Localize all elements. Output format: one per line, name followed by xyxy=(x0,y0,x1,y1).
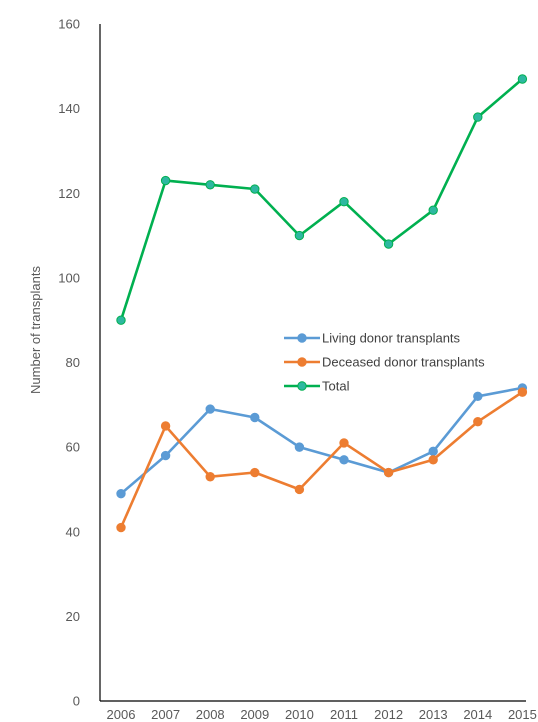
series-line xyxy=(119,391,524,529)
x-tick-label: 2011 xyxy=(330,707,358,722)
y-tick-label: 20 xyxy=(66,609,80,624)
legend-item: Living donor transplants xyxy=(284,331,461,346)
data-point xyxy=(339,197,349,207)
x-tick-label: 2013 xyxy=(419,707,448,722)
data-point xyxy=(383,467,394,478)
legend-label: Deceased donor transplants xyxy=(322,355,485,370)
data-point xyxy=(205,404,215,414)
data-point xyxy=(428,205,438,215)
data-point xyxy=(205,472,215,482)
legend-marker xyxy=(297,357,307,367)
legend-label: Living donor transplants xyxy=(322,331,461,346)
data-point xyxy=(294,230,305,241)
data-point xyxy=(160,421,171,431)
series-line xyxy=(119,78,524,321)
x-axis: 2006 2007 2008 2009 2010 2011 2012 2013 2014 2015 xyxy=(100,700,537,722)
data-point xyxy=(116,315,126,325)
data-point xyxy=(428,455,438,465)
data-point xyxy=(250,184,260,194)
series-1 xyxy=(116,387,528,533)
series-lines xyxy=(116,74,528,533)
data-point xyxy=(250,467,260,478)
series-2 xyxy=(116,74,528,325)
y-tick-label: 140 xyxy=(58,101,80,116)
data-point xyxy=(116,522,126,533)
x-tick-label: 2010 xyxy=(285,707,314,722)
legend-item: Deceased donor transplants xyxy=(284,355,485,370)
x-tick-label: 2015 xyxy=(508,707,537,722)
legend-marker xyxy=(297,381,307,391)
y-tick-label: 60 xyxy=(66,440,80,455)
legend-marker xyxy=(297,333,307,343)
x-tick-label: 2012 xyxy=(374,707,403,722)
data-point xyxy=(339,438,349,448)
data-point xyxy=(428,446,438,457)
data-point xyxy=(517,387,528,397)
y-axis: 0 20 40 60 80 100 120 140 160 xyxy=(58,17,101,709)
data-point xyxy=(160,450,171,461)
x-tick-label: 2007 xyxy=(151,707,180,722)
x-tick-label: 2006 xyxy=(107,707,136,722)
y-tick-label: 160 xyxy=(58,17,80,32)
data-point xyxy=(473,417,483,427)
y-tick-label: 120 xyxy=(58,186,80,201)
x-tick-label: 2014 xyxy=(463,707,492,722)
data-point xyxy=(250,412,260,423)
data-point xyxy=(205,180,215,190)
x-tick-label: 2008 xyxy=(196,707,225,722)
series-line xyxy=(120,386,523,495)
data-point xyxy=(160,175,171,186)
data-point xyxy=(339,455,349,465)
legend-label: Total xyxy=(322,379,350,394)
legend-item: Total xyxy=(284,379,350,394)
data-point xyxy=(116,488,126,499)
y-tick-label: 80 xyxy=(66,355,80,370)
data-point xyxy=(473,112,483,122)
y-tick-label: 0 xyxy=(73,694,80,709)
data-point xyxy=(294,484,305,495)
x-tick-label: 2009 xyxy=(240,707,269,722)
y-tick-label: 40 xyxy=(66,524,80,539)
data-point xyxy=(517,74,528,84)
data-point xyxy=(294,442,305,452)
data-point xyxy=(383,239,394,249)
legend: Living donor transplants Deceased donor t… xyxy=(284,331,485,394)
y-tick-label: 100 xyxy=(58,270,80,285)
data-point xyxy=(473,391,483,402)
y-axis-label: Number of transplants xyxy=(28,266,43,394)
